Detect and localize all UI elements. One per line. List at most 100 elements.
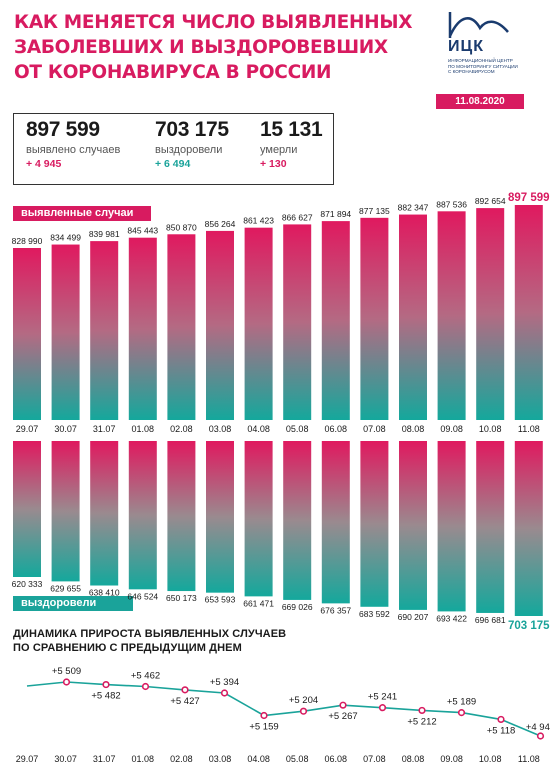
recovered-bar [13, 441, 41, 577]
growth-x-tick-label: 29.07 [16, 754, 39, 764]
growth-subtitle-line-1: ДИНАМИКА ПРИРОСТА ВЫЯВЛЕННЫХ СЛУЧАЕВ [13, 628, 287, 640]
growth-point-label: +5 159 [249, 722, 278, 733]
stat-recovered-delta: + 6 494 [155, 158, 191, 170]
detected-bar [167, 234, 196, 420]
recovered-bar [476, 441, 505, 613]
growth-point [102, 680, 110, 689]
stat-detected-delta: + 4 945 [26, 158, 62, 170]
growth-point [339, 701, 347, 709]
growth-x-tick-label: 03.08 [209, 754, 232, 764]
growth-x-tick-label: 30.07 [54, 754, 77, 764]
growth-x-tick-label: 31.07 [93, 754, 116, 764]
detected-bar [13, 248, 41, 420]
detected-tag: выявленные случаи [13, 206, 151, 221]
recovered-tag: выздоровели [13, 596, 133, 611]
growth-point-label: +5 118 [487, 725, 516, 736]
stat-detected-label: выявлено случаев [26, 144, 121, 156]
detected-x-tick-label: 31.07 [93, 424, 116, 434]
detected-bar [51, 244, 80, 420]
recovered-bar-label: 653 593 [205, 595, 236, 605]
detected-bar [514, 205, 543, 420]
stat-recovered-label: выздоровели [155, 144, 223, 156]
growth-x-tick-label: 05.08 [286, 754, 309, 764]
detected-bar-label: 871 894 [320, 209, 351, 219]
detected-x-tick-label: 06.08 [325, 424, 348, 434]
stats-box: 897 599 выявлено случаев + 4 945 703 175… [13, 113, 334, 185]
detected-x-tick-label: 03.08 [209, 424, 232, 434]
growth-line [26, 681, 541, 737]
page-title: КАК МЕНЯЕТСЯ ЧИСЛО ВЫЯВЛЕННЫХ ЗАБОЛЕВШИХ… [14, 10, 412, 85]
recovered-bar [128, 441, 157, 590]
recovered-bar-label: 646 524 [127, 591, 158, 601]
growth-point [457, 709, 466, 717]
recovered-bar-label: 629 655 [50, 583, 81, 593]
recovered-bar [90, 441, 119, 586]
recovered-bar-label: 703 175 [508, 620, 550, 632]
growth-subtitle: ДИНАМИКА ПРИРОСТА ВЫЯВЛЕННЫХ СЛУЧАЕВ ПО … [13, 627, 286, 655]
detected-bar [321, 221, 350, 420]
detected-x-tick-label: 10.08 [479, 424, 502, 434]
recovered-bar-label: 683 592 [359, 609, 390, 619]
recovered-bar-label: 693 422 [436, 613, 467, 623]
growth-point [141, 682, 150, 691]
stat-died-delta: + 130 [260, 158, 287, 170]
recovered-bar [51, 441, 80, 582]
detected-bar-label: 882 347 [398, 203, 429, 213]
growth-x-tick-label: 10.08 [479, 754, 502, 764]
title-line-3: ОТ КОРОНАВИРУСА В РОССИИ [14, 62, 332, 83]
detected-bar-label: 861 423 [243, 216, 274, 226]
growth-x-tick-label: 02.08 [170, 754, 193, 764]
detected-bar-label: 834 499 [50, 233, 81, 243]
date-badge: 11.08.2020 [436, 94, 524, 109]
recovered-bar-label: 661 471 [243, 598, 274, 608]
stat-died-value: 15 131 [260, 118, 323, 141]
growth-point-label: +5 212 [407, 716, 436, 727]
growth-subtitle-line-2: ПО СРАВНЕНИЮ С ПРЕДЫДУЩИМ ДНЕМ [13, 642, 242, 654]
detected-bar-label: 850 870 [166, 222, 197, 232]
recovered-bar-label: 620 333 [12, 579, 43, 589]
detected-bar-label: 887 536 [436, 199, 467, 209]
recovered-bar [167, 441, 196, 592]
recovered-bar-label: 638 410 [89, 588, 120, 598]
recovered-bar [244, 441, 273, 597]
recovered-bar-label: 690 207 [398, 612, 429, 622]
growth-point [62, 678, 71, 686]
growth-point-label: +5 482 [91, 691, 120, 702]
logo: ИЦК ИНФОРМАЦИОННЫЙ ЦЕНТР ПО МОНИТОРИНГУ … [448, 10, 548, 74]
growth-point-label: +5 204 [289, 695, 318, 706]
growth-point [536, 732, 545, 740]
detected-bar [399, 214, 427, 420]
title-line-2: ЗАБОЛЕВШИХ И ВЫЗДОРОВЕВШИХ [14, 37, 388, 58]
detected-x-tick-label: 04.08 [247, 424, 270, 434]
detected-x-tick-label: 30.07 [54, 424, 77, 434]
detected-x-tick-label: 29.07 [16, 424, 39, 434]
growth-point [418, 706, 426, 715]
recovered-bar-label: 669 026 [282, 602, 313, 612]
stat-detected-value: 897 599 [26, 118, 100, 141]
detected-bar-label: 845 443 [127, 226, 158, 236]
logo-mark-icon [448, 12, 509, 38]
detected-x-tick-label: 02.08 [170, 424, 193, 434]
logo-subtitle-line-1: ИНФОРМАЦИОННЫЙ ЦЕНТР [448, 58, 513, 63]
growth-point [181, 686, 189, 694]
detected-bar [244, 227, 273, 420]
growth-point-label: +4 945 [526, 722, 550, 733]
detected-bar [90, 241, 119, 420]
growth-point [299, 707, 308, 715]
recovered-bar [399, 441, 427, 610]
growth-point-label: +5 394 [210, 677, 239, 688]
growth-point [497, 715, 505, 724]
detected-bar-label: 828 990 [12, 236, 43, 246]
growth-x-tick-label: 04.08 [247, 754, 270, 764]
detected-bar-label: 877 135 [359, 206, 390, 216]
detected-x-tick-label: 05.08 [286, 424, 309, 434]
stat-died: 15 131 умерли + 130 [260, 118, 323, 170]
detected-bar [437, 211, 466, 420]
recovered-bar [283, 441, 312, 600]
growth-point-label: +5 189 [447, 697, 476, 708]
growth-point [260, 711, 268, 720]
recovered-bar [514, 441, 543, 616]
detected-x-tick-label: 01.08 [132, 424, 155, 434]
detected-x-tick-label: 08.08 [402, 424, 425, 434]
